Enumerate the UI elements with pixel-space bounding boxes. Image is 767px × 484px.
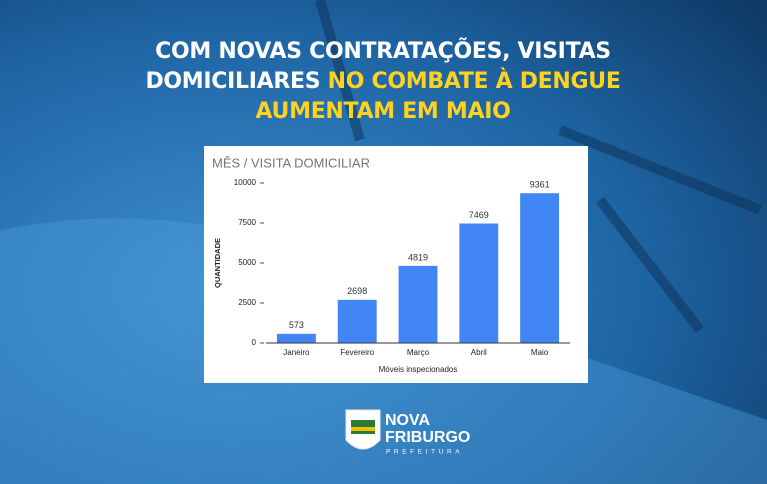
y-tick-label: 7500 xyxy=(238,218,256,227)
headline-part: NO COMBATE À DENGUE xyxy=(328,68,621,94)
backdrop-shape xyxy=(315,0,762,334)
y-tick-label: 5000 xyxy=(238,258,256,267)
y-tick-label: 0 xyxy=(252,338,257,347)
x-tick-label: Maio xyxy=(531,348,549,357)
bar xyxy=(276,333,316,343)
y-tick-label: 2500 xyxy=(238,298,256,307)
value-label: 7469 xyxy=(469,210,489,220)
x-axis-label: Móveis inspecionados xyxy=(379,365,458,374)
chart-title: MÊS / VISITA DOMICILIAR xyxy=(212,155,370,170)
bar xyxy=(398,265,438,343)
logo-subtext: PREFEITURA xyxy=(386,449,463,456)
headline: AUMENTAM EM MAIO xyxy=(255,99,510,124)
logo-text: NOVA xyxy=(385,412,430,429)
value-label: 4819 xyxy=(408,252,428,262)
logo-text: FRIBURGO xyxy=(385,429,470,446)
y-tick-label: 10000 xyxy=(234,178,257,187)
y-axis-label: QUANTIDADE xyxy=(213,238,222,288)
bar xyxy=(337,299,377,343)
headline: COM NOVAS CONTRATAÇÕES, VISITAS xyxy=(155,38,611,64)
x-tick-label: Março xyxy=(407,348,430,357)
value-label: 2698 xyxy=(347,286,367,296)
x-tick-label: Janeiro xyxy=(283,348,310,357)
value-label: 9361 xyxy=(530,180,550,190)
headline-part: DOMICILIARES xyxy=(145,69,320,94)
x-tick-label: Fevereiro xyxy=(340,348,374,357)
logo: NOVA FRIBURGO PREFEITURA xyxy=(345,409,470,456)
x-tick-label: Abril xyxy=(471,348,487,357)
value-label: 573 xyxy=(289,320,304,330)
logo-shield xyxy=(351,427,375,431)
bar xyxy=(459,223,499,343)
headline: DOMICILIARES NO COMBATE À DENGUE xyxy=(145,68,620,94)
bar xyxy=(520,193,560,343)
